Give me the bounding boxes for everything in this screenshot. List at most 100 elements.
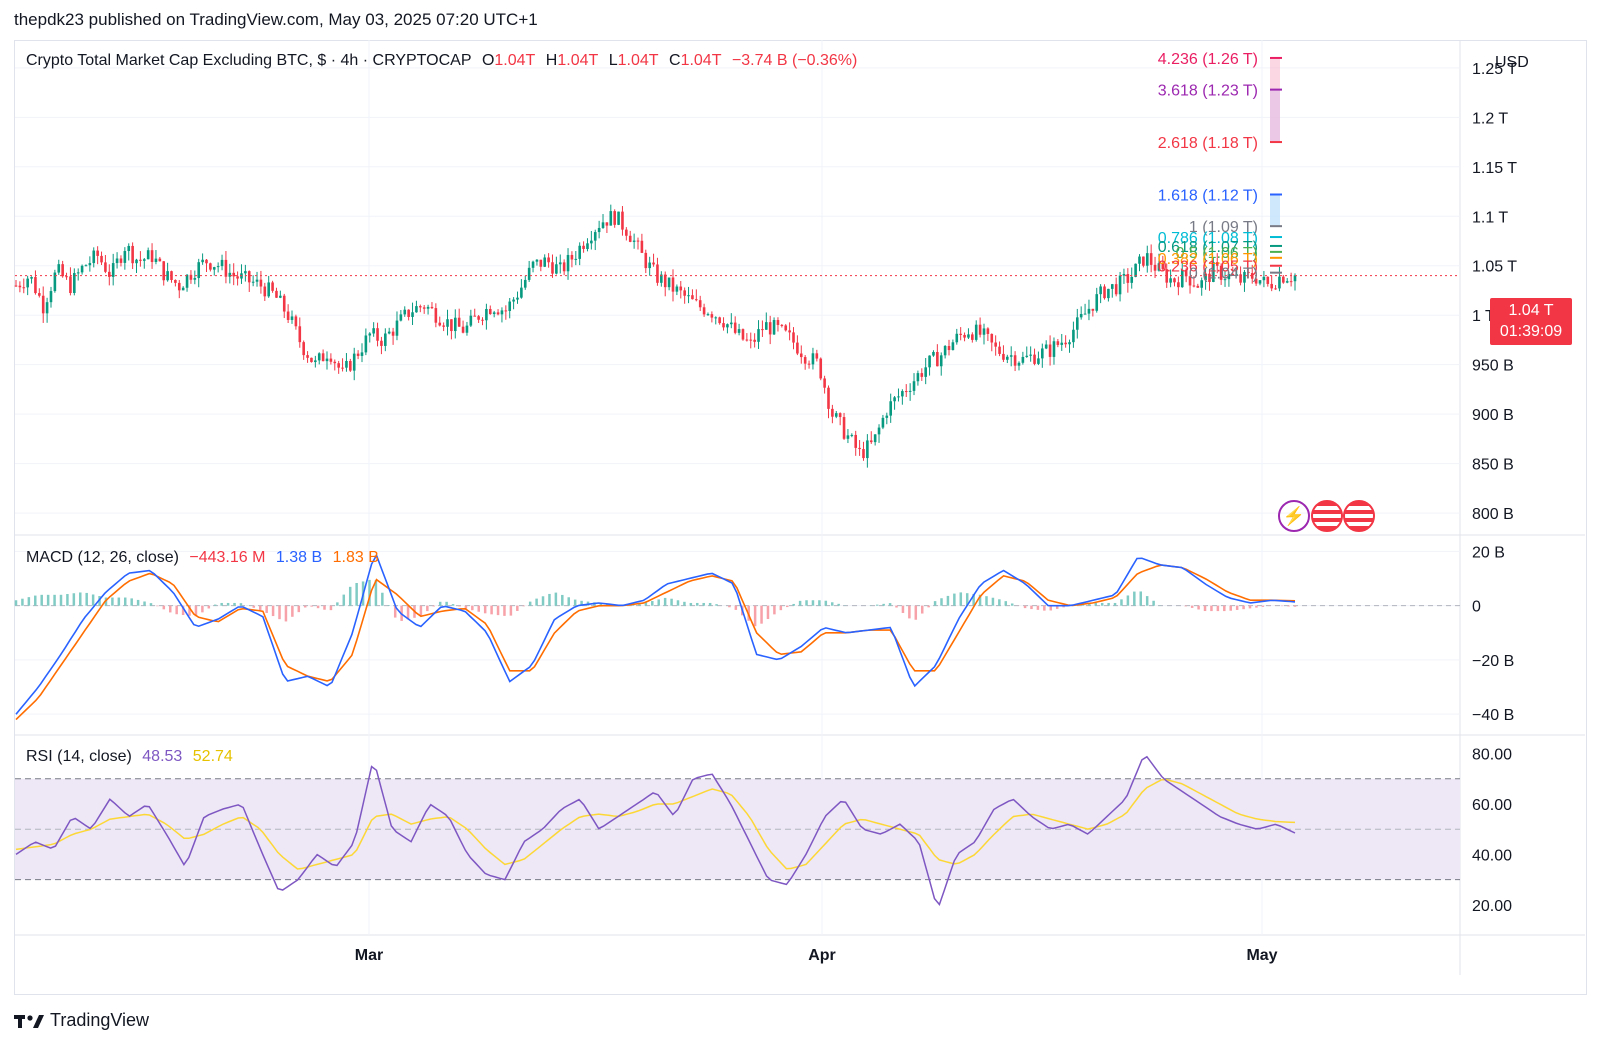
candle-body [885, 415, 889, 418]
main-legend: Crypto Total Market Cap Excluding BTC, $… [26, 52, 863, 70]
candle-body [150, 250, 154, 262]
us-flag-icon[interactable] [1311, 500, 1343, 532]
candle-body [88, 263, 92, 266]
candle-body [621, 211, 624, 230]
candle-body [69, 276, 72, 294]
candle-body [1017, 362, 1021, 366]
low-value: 1.04T [617, 52, 659, 69]
candle-body [1274, 288, 1277, 290]
candle-body [714, 317, 718, 319]
candle-body [465, 325, 469, 333]
candle-body [1107, 288, 1110, 299]
candle-body [873, 434, 877, 443]
macd-hist-value: −443.16 M [189, 549, 266, 566]
candle-body [1243, 271, 1246, 283]
candle-body [492, 312, 496, 315]
lightning-icon[interactable]: ⚡ [1278, 500, 1310, 532]
candle-body [706, 314, 710, 316]
candle-body [259, 279, 263, 287]
candle-body [104, 262, 107, 272]
candle-body [368, 333, 372, 336]
candle-body [831, 408, 834, 417]
candle-body [796, 342, 799, 354]
rsi-ma-line [15, 778, 1296, 870]
candle-body [551, 262, 554, 274]
candle-body [1126, 274, 1130, 283]
rsi-tick-label: 20.00 [1472, 898, 1512, 915]
candle-body [803, 357, 807, 364]
fib-zone [1270, 194, 1280, 227]
candle-body [282, 295, 286, 312]
candle-body [687, 295, 690, 297]
candle-body [788, 330, 791, 333]
candle-body [57, 264, 61, 273]
candle-body [893, 397, 896, 402]
currency-label[interactable]: USD [1495, 54, 1529, 71]
candle-body [356, 353, 360, 356]
change-value: −3.74 B (−0.36%) [731, 52, 858, 69]
candle-body [998, 346, 1001, 354]
candle-body [457, 317, 461, 327]
candle-body [1037, 358, 1040, 364]
candle-body [1103, 286, 1106, 299]
y-tick-label: 950 B [1472, 358, 1514, 375]
candle-body [1157, 263, 1161, 271]
candle-body [387, 331, 391, 334]
candle-body [807, 363, 811, 365]
candle-body [652, 262, 655, 265]
candle-body [119, 258, 123, 263]
candle-body [123, 251, 127, 263]
candle-body [18, 285, 22, 288]
tradingview-logo-icon [14, 1014, 44, 1028]
candle-body [908, 390, 912, 392]
candle-body [135, 259, 138, 264]
candle-body [1196, 285, 1200, 288]
candle-body [951, 342, 955, 351]
chart-frame[interactable] [14, 40, 1587, 995]
candle-body [959, 333, 962, 335]
candle-body [380, 340, 383, 346]
candle-body [80, 265, 84, 273]
candle-body [1266, 276, 1270, 284]
candle-body [131, 245, 134, 264]
macd-tick-label: −40 B [1472, 707, 1514, 724]
rsi-tick-label: 40.00 [1472, 847, 1512, 864]
y-tick-label: 1.15 T [1472, 160, 1517, 177]
candle-body [1138, 256, 1141, 264]
candle-body [1041, 348, 1044, 359]
x-tick-label: Mar [355, 947, 383, 964]
rsi-value: 48.53 [142, 748, 183, 765]
candle-body [403, 309, 407, 315]
candle-body [1227, 274, 1231, 280]
candle-body [158, 258, 162, 262]
candle-body [928, 355, 931, 368]
candle-body [321, 353, 325, 362]
us-flag-icon[interactable] [1343, 500, 1375, 532]
candle-body [889, 401, 892, 416]
fib-level-label: 0.236 (1.05 T) [1158, 259, 1258, 276]
candle-body [1247, 271, 1250, 274]
candle-body [1169, 278, 1172, 283]
rsi-line [15, 755, 1296, 907]
brand-footer[interactable]: TradingView [14, 1010, 149, 1031]
candle-body [1289, 281, 1293, 283]
candle-body [1056, 341, 1060, 345]
candle-body [974, 324, 978, 340]
candle-body [100, 255, 103, 263]
candle-body [710, 314, 714, 318]
candle-body [325, 358, 329, 362]
candle-body [982, 328, 986, 335]
candle-body [990, 333, 994, 343]
candle-body [523, 279, 527, 288]
candle-body [212, 267, 216, 270]
candle-body [1095, 294, 1099, 311]
candle-body [570, 254, 574, 260]
candle-body [294, 316, 298, 327]
candle-body [1270, 283, 1273, 289]
low-label: L [608, 52, 618, 69]
candle-body [679, 286, 683, 291]
candle-body [753, 339, 756, 342]
candle-body [897, 396, 900, 398]
candle-body [593, 232, 597, 241]
